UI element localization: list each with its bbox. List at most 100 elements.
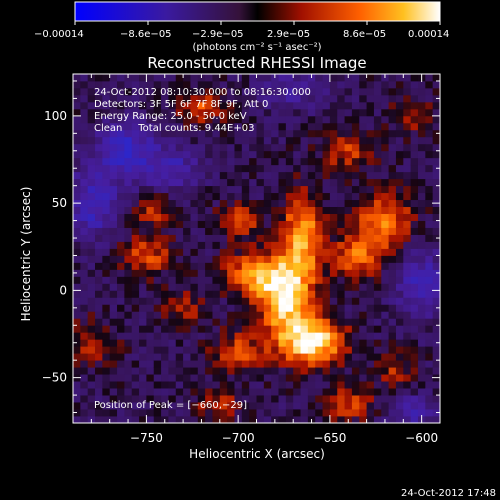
heatmap-cell (263, 374, 272, 382)
heatmap-cell (109, 290, 118, 298)
heatmap-cell (337, 311, 345, 319)
heatmap-cell (278, 87, 287, 96)
heatmap-cell (227, 150, 235, 159)
heatmap-cell (168, 353, 177, 361)
heatmap-cell (87, 108, 96, 117)
heatmap-cell (337, 129, 345, 138)
heatmap-cell (117, 101, 125, 110)
heatmap-cell (183, 234, 191, 242)
heatmap-cell (234, 395, 243, 403)
heatmap-cell (403, 388, 412, 396)
heatmap-cell (219, 143, 228, 152)
heatmap-cell (256, 94, 265, 103)
heatmap-cell (395, 318, 404, 326)
heatmap-cell (425, 283, 434, 291)
heatmap-cell (168, 220, 177, 228)
heatmap-cell (190, 269, 199, 277)
heatmap-cell (205, 171, 213, 180)
heatmap-cell (278, 290, 287, 298)
heatmap-cell (234, 129, 243, 138)
heatmap-cell (403, 346, 412, 354)
heatmap-cell (234, 157, 243, 166)
heatmap-cell (373, 388, 382, 396)
heatmap-cell (175, 178, 184, 187)
heatmap-cell (337, 171, 345, 180)
heatmap-cell (285, 374, 294, 382)
heatmap-cell (219, 171, 228, 180)
heatmap-cell (117, 325, 125, 333)
heatmap-cell (183, 199, 191, 208)
heatmap-cell (315, 178, 323, 187)
heatmap-cell (131, 402, 140, 410)
heatmap-cell (131, 416, 140, 423)
heatmap-cell (183, 388, 191, 396)
heatmap-cell (322, 339, 331, 347)
colorbar-tick-label: −2.9e−05 (192, 29, 244, 40)
heatmap-cell (373, 74, 382, 82)
heatmap-cell (388, 234, 397, 242)
heatmap-cell (109, 367, 118, 375)
heatmap-cell (249, 339, 257, 347)
heatmap-cell (417, 269, 426, 277)
heatmap-cell (344, 395, 353, 403)
heatmap-cell (80, 143, 89, 152)
heatmap-cell (381, 94, 390, 103)
heatmap-cell (190, 395, 199, 403)
heatmap-image (73, 74, 440, 423)
heatmap-cell (109, 199, 118, 208)
heatmap-cell (256, 367, 265, 375)
heatmap-cell (183, 395, 191, 403)
heatmap-cell (139, 248, 147, 256)
heatmap-cell (417, 353, 426, 361)
heatmap-cell (124, 234, 133, 242)
heatmap-cell (263, 388, 272, 396)
heatmap-cell (161, 276, 169, 284)
heatmap-cell (293, 283, 301, 291)
heatmap-cell (388, 276, 397, 284)
heatmap-cell (403, 255, 412, 263)
heatmap-cell (315, 150, 323, 159)
heatmap-cell (329, 325, 338, 333)
heatmap-cell (366, 402, 375, 410)
heatmap-cell (329, 318, 338, 326)
heatmap-cell (307, 129, 316, 138)
heatmap-cell (417, 101, 426, 110)
heatmap-cell (271, 395, 279, 403)
heatmap-cell (153, 234, 162, 242)
heatmap-cell (124, 136, 133, 145)
heatmap-cell (395, 409, 404, 417)
heatmap-cell (329, 290, 338, 298)
heatmap-cell (351, 388, 360, 396)
heatmap-cell (146, 143, 155, 152)
heatmap-cell (315, 227, 323, 235)
heatmap-cell (168, 262, 177, 270)
heatmap-cell (381, 332, 390, 340)
heatmap-cell (161, 255, 169, 263)
heatmap-cell (263, 213, 272, 221)
heatmap-cell (256, 318, 265, 326)
heatmap-cell (300, 74, 309, 82)
heatmap-cell (227, 283, 235, 291)
heatmap-cell (395, 325, 404, 333)
heatmap-cell (80, 227, 89, 235)
heatmap-cell (359, 325, 367, 333)
heatmap-cell (80, 192, 89, 201)
heatmap-cell (263, 157, 272, 166)
heatmap-cell (322, 115, 331, 124)
heatmap-cell (395, 150, 404, 159)
heatmap-cell (249, 227, 257, 235)
y-axis-label: Heliocentric Y (arcsec) (19, 187, 33, 322)
heatmap-cell (403, 325, 412, 333)
heatmap-cell (278, 360, 287, 368)
heatmap-cell (249, 290, 257, 298)
heatmap-cell (417, 255, 426, 263)
heatmap-cell (80, 304, 89, 312)
heatmap-cell (322, 241, 331, 249)
heatmap-cell (190, 220, 199, 228)
heatmap-cell (212, 381, 221, 389)
heatmap-cell (117, 227, 125, 235)
heatmap-cell (102, 241, 111, 249)
heatmap-cell (432, 87, 440, 96)
heatmap-cell (117, 367, 125, 375)
heatmap-cell (256, 143, 265, 152)
